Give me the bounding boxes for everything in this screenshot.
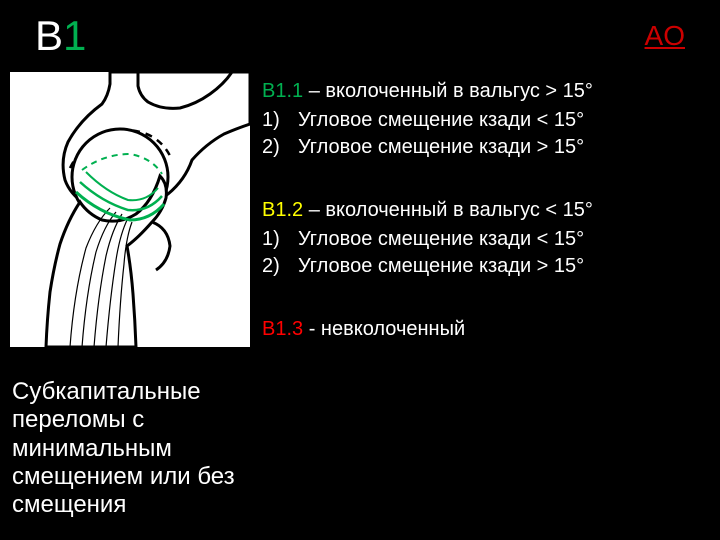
section-b1-3: B1.3 - невколоченный: [262, 316, 712, 343]
section-b1-2: B1.2 – вколоченный в вальгус < 15° 1) Уг…: [262, 197, 712, 280]
item-number: 1): [262, 107, 298, 134]
item-text: Угловое смещение кзади < 15°: [298, 107, 584, 134]
code-label: B1.2: [262, 199, 303, 221]
code-label: B1.1: [262, 80, 303, 102]
ao-link[interactable]: AO: [645, 20, 685, 52]
code-label: B1.3: [262, 318, 303, 340]
item-number: 2): [262, 134, 298, 161]
list-item: 1) Угловое смещение кзади < 15°: [262, 226, 712, 253]
section-head: – вколоченный в вальгус > 15°: [303, 80, 593, 102]
section-b1-1: B1.1 – вколоченный в вальгус > 15° 1) Уг…: [262, 78, 712, 161]
page-title: B1: [35, 12, 86, 60]
item-text: Угловое смещение кзади > 15°: [298, 253, 584, 280]
diagram-caption: Субкапитальные переломы с минимальным см…: [12, 378, 252, 520]
section-head: - невколоченный: [303, 318, 465, 340]
list-item: 2) Угловое смещение кзади > 15°: [262, 134, 712, 161]
title-digit: 1: [63, 12, 86, 59]
item-number: 2): [262, 253, 298, 280]
item-text: Угловое смещение кзади > 15°: [298, 134, 584, 161]
item-text: Угловое смещение кзади < 15°: [298, 226, 584, 253]
hip-diagram: [10, 72, 250, 347]
section-head: – вколоченный в вальгус < 15°: [303, 199, 593, 221]
classification-text: B1.1 – вколоченный в вальгус > 15° 1) Уг…: [262, 78, 712, 379]
item-number: 1): [262, 226, 298, 253]
title-letter: B: [35, 12, 63, 59]
list-item: 1) Угловое смещение кзади < 15°: [262, 107, 712, 134]
list-item: 2) Угловое смещение кзади > 15°: [262, 253, 712, 280]
